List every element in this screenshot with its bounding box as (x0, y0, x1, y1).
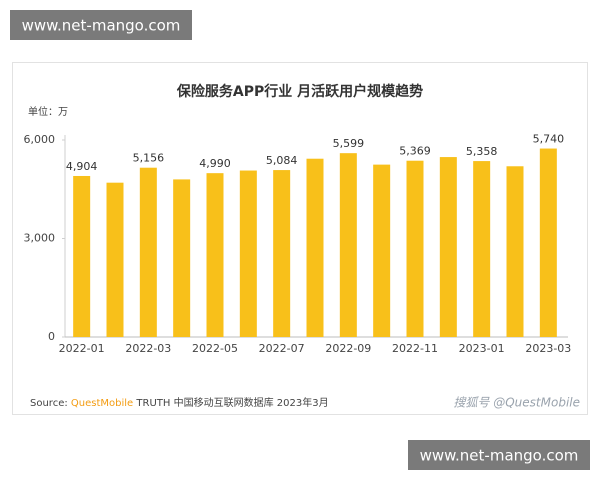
x-tick-label: 2022-01 (59, 342, 105, 355)
x-tick-label: 2023-03 (525, 342, 571, 355)
unit-label: 单位：万 (28, 105, 68, 118)
bar (139, 167, 157, 337)
watermark-box (408, 440, 590, 470)
watermark: www.net-mango.com (420, 447, 579, 465)
value-label: 5,156 (133, 152, 165, 165)
x-tick-label: 2022-09 (325, 342, 371, 355)
bar (306, 158, 324, 337)
value-label: 5,599 (333, 137, 365, 150)
value-label: 5,358 (466, 145, 498, 158)
watermark-box (10, 10, 192, 40)
bar (373, 164, 391, 337)
bar (539, 148, 557, 337)
bar (339, 153, 357, 337)
footer-logo: 搜狐号 @QuestMobile (453, 396, 580, 410)
source-brand: QuestMobile (71, 398, 133, 409)
x-tick-label: 2022-07 (259, 342, 305, 355)
y-tick-label: 3,000 (24, 232, 56, 245)
bar (173, 179, 191, 337)
source-prefix: Source: (30, 398, 68, 409)
bar (206, 173, 224, 337)
x-tick-label: 2022-11 (392, 342, 438, 355)
card (12, 62, 588, 415)
x-tick-label: 2023-01 (459, 342, 505, 355)
bar (73, 175, 91, 337)
y-tick-label: 0 (48, 330, 55, 343)
bar (239, 170, 257, 337)
value-label: 4,904 (66, 160, 98, 173)
bar (106, 182, 124, 337)
bar (273, 170, 291, 337)
value-label: 4,990 (199, 157, 231, 170)
bar (506, 166, 524, 337)
x-tick-label: 2022-05 (192, 342, 238, 355)
value-label: 5,084 (266, 154, 298, 167)
watermark: www.net-mango.com (22, 17, 181, 35)
y-tick-label: 6,000 (24, 133, 56, 146)
chart-title: 保险服务APP行业 月活跃用户规模趋势 (176, 83, 423, 100)
value-label: 5,740 (533, 133, 565, 146)
bar (406, 160, 424, 337)
bar (439, 157, 457, 337)
source: Source: QuestMobile TRUTH 中国移动互联网数据库 202… (30, 396, 329, 409)
x-tick-label: 2022-03 (125, 342, 171, 355)
bar (473, 161, 491, 337)
value-label: 5,369 (399, 145, 431, 158)
source-text: TRUTH 中国移动互联网数据库 2023年3月 (135, 396, 328, 409)
